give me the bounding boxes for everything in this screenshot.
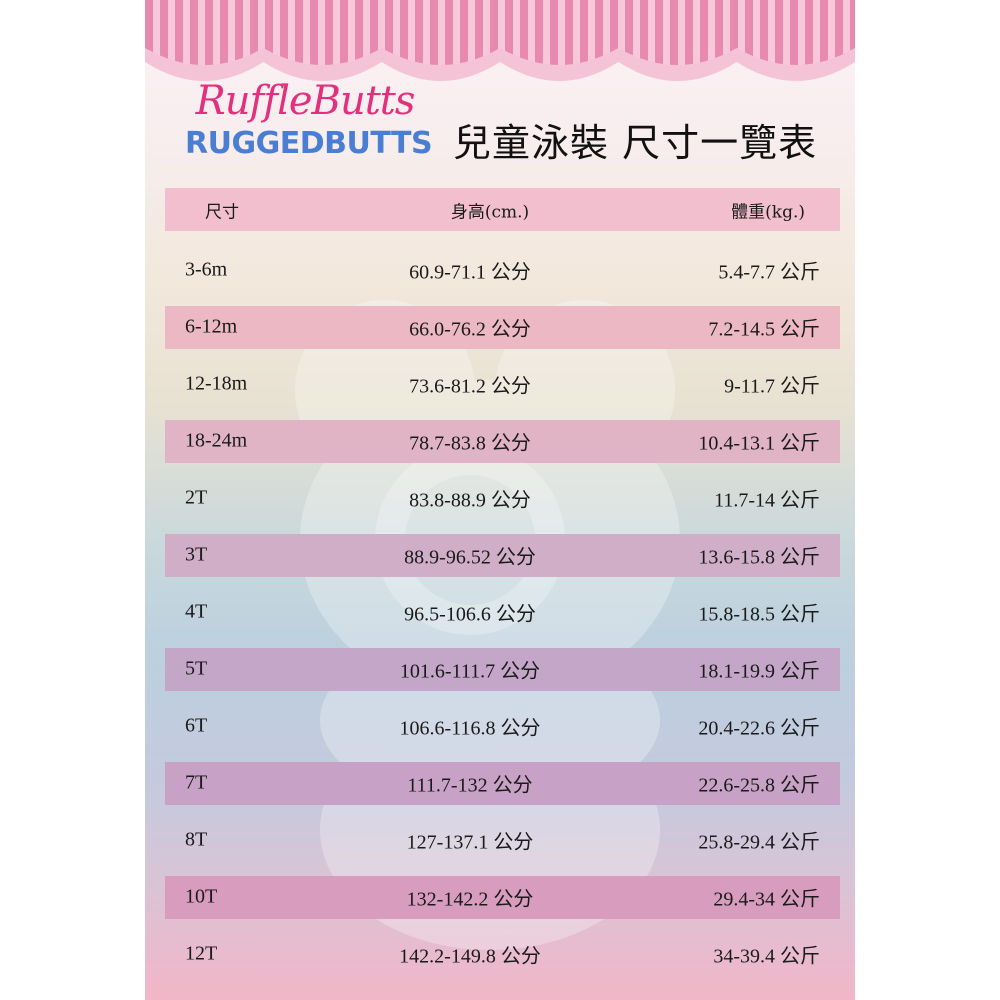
- cell-height: 96.5-106.6 公分: [404, 603, 536, 626]
- cell-size: 4T: [185, 600, 208, 623]
- row-band: [165, 534, 840, 577]
- cell-size: 12-18m: [185, 372, 248, 395]
- size-chart-panel: RuffleButts RUGGEDBUTTS 兒童泳裝 尺寸一覽表 尺寸 身高…: [145, 0, 855, 1000]
- cell-height: 88.9-96.52 公分: [404, 546, 536, 569]
- header-size: 尺寸: [205, 202, 239, 223]
- cell-height: 132-142.2 公分: [406, 888, 534, 911]
- row-band: [165, 306, 840, 349]
- cell-height: 101.6-111.7 公分: [399, 660, 541, 683]
- cell-weight: 34-39.4 公斤: [713, 945, 820, 968]
- cell-weight: 29.4-34 公斤: [713, 888, 820, 911]
- cell-size: 18-24m: [185, 429, 248, 452]
- cell-height: 66.0-76.2 公分: [409, 318, 531, 341]
- header-height: 身高(cm.): [450, 202, 530, 223]
- cell-size: 3T: [185, 543, 208, 566]
- cell-height: 60.9-71.1 公分: [409, 261, 531, 284]
- row-band: [165, 762, 840, 805]
- header-weight: 體重(kg.): [731, 202, 805, 223]
- cell-size: 8T: [185, 828, 208, 851]
- cell-weight: 20.4-22.6 公斤: [698, 717, 820, 740]
- cell-weight: 25.8-29.4 公斤: [698, 831, 820, 854]
- cell-height: 73.6-81.2 公分: [409, 375, 531, 398]
- row-band: [165, 876, 840, 919]
- cell-height: 78.7-83.8 公分: [409, 432, 531, 455]
- cell-size: 2T: [185, 486, 208, 509]
- cell-height: 142.2-149.8 公分: [399, 945, 541, 968]
- cell-weight: 5.4-7.7 公斤: [718, 261, 820, 284]
- cell-weight: 7.2-14.5 公斤: [708, 318, 820, 341]
- cell-size: 7T: [185, 771, 208, 794]
- cell-weight: 22.6-25.8 公斤: [698, 774, 820, 797]
- cell-size: 5T: [185, 657, 208, 680]
- striped-scallop-border: [145, 0, 855, 81]
- logo-rufflebutts: RuffleButts: [195, 78, 416, 124]
- row-band: [165, 420, 840, 463]
- page-title: 兒童泳裝 尺寸一覽表: [453, 121, 818, 165]
- cell-weight: 11.7-14 公斤: [714, 489, 820, 512]
- cell-size: 10T: [185, 885, 218, 908]
- cell-size: 12T: [185, 942, 218, 965]
- cell-weight: 9-11.7 公斤: [724, 375, 820, 398]
- cell-size: 3-6m: [185, 258, 228, 281]
- cell-weight: 13.6-15.8 公斤: [698, 546, 820, 569]
- cell-height: 127-137.1 公分: [406, 831, 534, 854]
- cell-size: 6T: [185, 714, 208, 737]
- cell-height: 111.7-132 公分: [407, 774, 533, 797]
- table-header: 尺寸 身高(cm.) 體重(kg.): [165, 188, 840, 231]
- cell-weight: 10.4-13.1 公斤: [698, 432, 820, 455]
- cell-weight: 18.1-19.9 公斤: [698, 660, 820, 683]
- cell-weight: 15.8-18.5 公斤: [698, 603, 820, 626]
- row-band: [165, 648, 840, 691]
- cell-size: 6-12m: [185, 315, 238, 338]
- cell-height: 83.8-88.9 公分: [409, 489, 531, 512]
- logo-ruggedbutts: RUGGEDBUTTS: [185, 126, 433, 161]
- brand-logo: RuffleButts RUGGEDBUTTS: [185, 78, 433, 161]
- cell-height: 106.6-116.8 公分: [399, 717, 541, 740]
